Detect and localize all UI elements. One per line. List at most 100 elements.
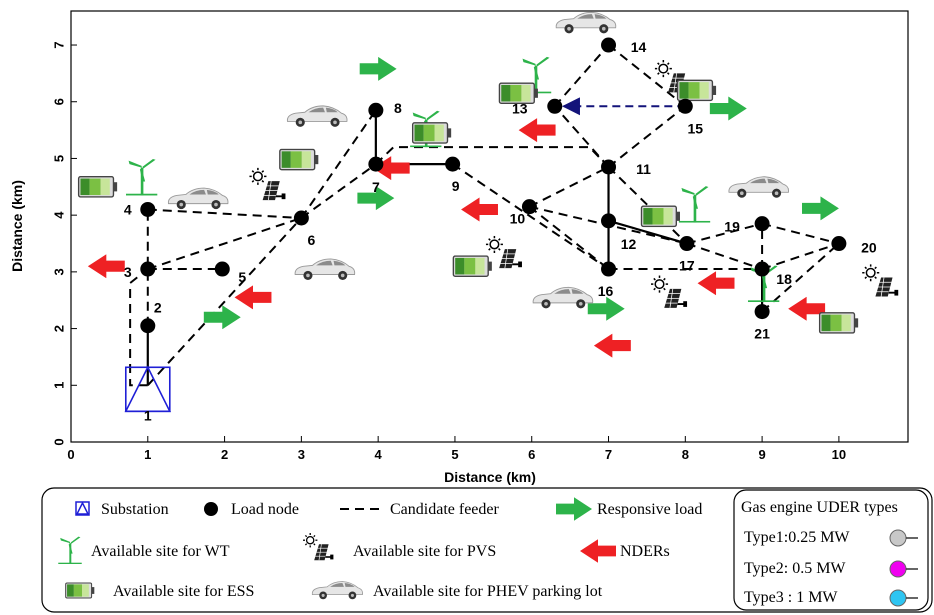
battery-icon: [77, 176, 118, 198]
load-node: [754, 216, 770, 232]
battery-legend-icon: [65, 582, 95, 599]
y-tick-label: 4: [51, 211, 66, 219]
node-label: 14: [631, 39, 647, 55]
node-label: 1: [144, 407, 152, 423]
gas-type-2: Type2: 0.5 MW: [744, 560, 918, 578]
node-label: 9: [452, 178, 460, 194]
feeder-lines: [129, 44, 840, 387]
node-label: 17: [679, 258, 695, 274]
node-label: 4: [124, 201, 132, 217]
feeder-line: [686, 222, 763, 245]
feeder-line: [528, 205, 610, 270]
load-node: [293, 210, 309, 226]
x-axis-label: Distance (km): [444, 469, 536, 485]
feeder-line: [608, 219, 688, 245]
y-tick-label: 0: [51, 438, 66, 445]
feeder-line: [607, 105, 686, 168]
load-node: [601, 213, 617, 229]
legend-pvs: Available site for PVS: [302, 533, 496, 562]
legend-nders: NDERs: [580, 539, 670, 563]
node-label: 3: [124, 264, 132, 280]
battery-icon: [452, 255, 493, 277]
battery-icon: [818, 312, 859, 334]
legend-load-node-label: Load node: [231, 501, 299, 518]
gas-engine-type3-icon: [889, 589, 907, 607]
node-label: 19: [724, 219, 740, 235]
node-label: 21: [754, 326, 770, 342]
y-tick-label: 6: [51, 98, 66, 105]
load-node: [754, 304, 770, 320]
x-tick-label: 4: [375, 447, 383, 462]
legend-phev: Available site for PHEV parking lot: [311, 581, 603, 600]
node-label: 5: [238, 269, 246, 285]
legend-load-node: Load node: [204, 501, 299, 518]
feeder-line: [554, 105, 610, 168]
x-tick-label: 2: [221, 447, 228, 462]
node-label: 15: [688, 120, 704, 136]
load-node: [754, 261, 770, 277]
x-tick-label: 5: [451, 447, 458, 462]
node-label: 2: [154, 300, 162, 316]
y-tick-label: 2: [51, 325, 66, 332]
load-node: [368, 156, 384, 172]
feeder-line: [761, 242, 840, 270]
y-tick-label: 7: [51, 41, 66, 48]
feeder-line: [300, 109, 377, 219]
legend-wt-label: Available site for WT: [91, 543, 230, 560]
load-node-legend-icon: [204, 502, 218, 516]
battery-icon: [676, 79, 717, 102]
legend-wt: Available site for WT: [58, 536, 230, 564]
battery-icon: [411, 122, 452, 144]
feeder-line: [147, 208, 302, 219]
gas-engine-title: Gas engine UDER types: [741, 499, 898, 516]
legend-ess: Available site for ESS: [65, 582, 254, 600]
plot-frame: [70, 10, 909, 443]
feeder-line: [147, 217, 303, 386]
node-label: 8: [394, 100, 402, 116]
load-node: [601, 37, 617, 53]
legend-candidate-feeder: Candidate feeder: [340, 501, 500, 518]
node-label: 6: [307, 232, 315, 248]
feeder-line: [607, 166, 688, 245]
x-tick-label: 3: [298, 447, 305, 462]
substation-triangle: [124, 365, 172, 413]
feeder-line: [761, 242, 840, 313]
node-label: 10: [510, 211, 526, 227]
node-label: 12: [621, 236, 637, 252]
x-tick-label: 9: [758, 447, 765, 462]
x-tick-label: 7: [605, 447, 612, 462]
feeder-line: [452, 163, 610, 270]
load-node: [601, 261, 617, 277]
node-label: 7: [372, 179, 380, 195]
load-node: [677, 98, 693, 114]
x-tick-label: 8: [682, 447, 689, 462]
y-tick-label: 3: [51, 268, 66, 275]
legend-responsive-load: Responsive load: [556, 497, 702, 521]
x-tick-label: 10: [832, 447, 846, 462]
load-node: [140, 261, 156, 277]
feeder-line: [147, 217, 302, 270]
load-node: [521, 199, 537, 215]
legend-ess-label: Available site for ESS: [113, 583, 254, 600]
node-label: 20: [861, 240, 877, 256]
legend-phev-label: Available site for PHEV parking lot: [373, 583, 603, 600]
feeder-line: [607, 44, 686, 108]
battery-icon: [640, 205, 681, 228]
gas-engine-type2-icon: [889, 560, 907, 578]
gas-type-3: Type3 : 1 MW: [744, 589, 918, 607]
gas-engine-type1-icon: [889, 529, 907, 547]
load-node: [679, 236, 695, 252]
x-tick-label: 6: [528, 447, 535, 462]
legend-box: [41, 487, 933, 613]
feeder-line: [554, 44, 610, 107]
load-node: [547, 98, 563, 114]
gas-engine-legend-box: [733, 489, 929, 611]
y-tick-label: 1: [51, 382, 66, 389]
feeder-line: [300, 163, 377, 219]
y-tick-label: 5: [51, 155, 66, 162]
legend-pvs-label: Available site for PVS: [353, 543, 496, 560]
x-tick-label: 1: [144, 447, 151, 462]
legend-substation: Substation: [75, 501, 169, 518]
feeder-line: [761, 222, 840, 245]
